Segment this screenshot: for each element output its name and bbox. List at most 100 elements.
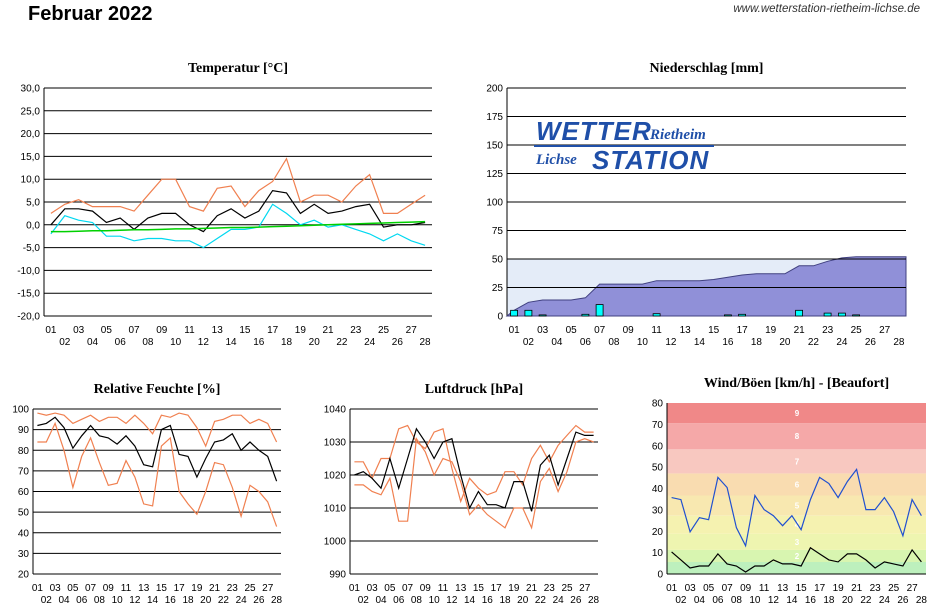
y-tick-label: 100 [486,198,503,209]
x-tick-label: 12 [768,595,780,606]
y-tick-label: 5,0 [26,198,40,209]
x-tick-label: 20 [309,337,321,348]
beaufort-label: 4 [795,521,800,530]
x-tick-label: 25 [244,583,256,594]
beaufort-band [667,561,926,574]
x-tick-label: 14 [226,337,238,348]
x-tick-label: 01 [666,583,678,594]
daily-rain-bar [581,313,590,317]
x-tick-label: 19 [508,583,520,594]
y-tick-label: -5,0 [23,243,41,254]
x-tick-label: 01 [509,325,521,336]
daily-rain-bar [538,314,547,317]
y-tick-label: 0,0 [26,220,40,231]
y-tick-label: 10 [652,548,664,559]
x-tick-label: 19 [765,325,777,336]
humidity-chart: Relative Feuchte [%]10090807060504030200… [12,382,282,606]
tavg-line [50,189,426,233]
page-title: Februar 2022 [28,3,153,25]
x-tick-label: 12 [198,337,210,348]
y-tick-label: 15,0 [21,152,41,163]
x-tick-label: 22 [535,595,547,606]
x-tick-label: 28 [420,337,432,348]
beaufort-band [667,533,926,550]
daily-rain-bar [852,314,860,317]
x-tick-label: 21 [526,583,538,594]
x-tick-label: 15 [156,583,168,594]
x-tick-label: 17 [814,583,826,594]
beaufort-label: 8 [795,432,800,441]
y-tick-label: -15,0 [17,289,40,300]
x-tick-label: 01 [349,583,361,594]
x-tick-label: 05 [67,583,79,594]
x-tick-label: 17 [174,583,186,594]
x-tick-label: 04 [375,595,387,606]
logo-text-lichse: Lichse [535,152,577,168]
beaufort-band [667,423,926,450]
x-tick-label: 07 [594,325,606,336]
x-tick-label: 28 [271,595,283,606]
x-tick-label: 03 [537,325,549,336]
x-tick-label: 20 [517,595,529,606]
x-tick-label: 03 [685,583,697,594]
logo-text-rietheim: Rietheim [649,127,706,143]
x-tick-label: 11 [184,325,195,336]
y-tick-label: 80 [652,399,664,410]
y-tick-label: 1040 [324,405,347,416]
x-tick-label: 26 [253,595,265,606]
x-tick-label: 26 [392,337,404,348]
x-tick-label: 08 [94,595,106,606]
pressure-max-line [354,424,594,504]
x-tick-label: 11 [759,583,770,594]
beaufort-label: 6 [795,481,800,490]
x-tick-label: 04 [551,337,563,348]
x-tick-label: 19 [295,325,307,336]
x-tick-label: 05 [384,583,396,594]
x-tick-label: 27 [579,583,591,594]
y-tick-label: 30,0 [21,84,41,95]
x-tick-label: 22 [218,595,230,606]
y-tick-label: 200 [486,84,503,95]
x-tick-label: 18 [182,595,194,606]
chart-title: Temperatur [°C] [188,61,288,76]
x-tick-label: 23 [544,583,556,594]
x-tick-label: 13 [777,583,789,594]
x-tick-label: 20 [842,595,854,606]
y-tick-label: 50 [492,255,504,266]
y-tick-label: 90 [18,425,30,436]
x-tick-label: 06 [580,337,592,348]
x-tick-label: 08 [142,337,154,348]
wind-chart: Wind/Böen [km/h] - [Beaufort]80706050403… [652,376,927,606]
x-tick-label: 23 [822,325,834,336]
humidity-max-line [37,412,278,448]
beaufort-band [667,403,926,424]
x-tick-label: 04 [58,595,70,606]
x-tick-label: 11 [121,583,132,594]
x-tick-label: 07 [722,583,734,594]
x-tick-label: 03 [50,583,62,594]
x-tick-label: 19 [191,583,203,594]
x-tick-label: 10 [170,337,182,348]
daily-rain-bar [838,312,846,317]
humidity-min-line [37,421,278,527]
humidity-avg-line [37,416,278,482]
x-tick-label: 14 [464,595,476,606]
y-tick-label: 30 [652,505,664,516]
x-tick-label: 26 [570,595,582,606]
x-tick-label: 13 [138,583,150,594]
x-tick-label: 24 [364,337,376,348]
y-tick-label: 20,0 [21,129,41,140]
x-tick-label: 23 [350,325,362,336]
site-url[interactable]: www.wetterstation-rietheim-lichse.de [733,3,920,15]
y-tick-label: 1020 [324,471,347,482]
x-tick-label: 09 [623,325,635,336]
x-tick-label: 18 [499,595,511,606]
x-tick-label: 04 [694,595,706,606]
x-tick-label: 14 [786,595,798,606]
x-tick-label: 17 [267,325,279,336]
x-tick-label: 01 [45,325,57,336]
x-tick-label: 20 [200,595,212,606]
x-tick-label: 02 [523,337,535,348]
x-tick-label: 21 [209,583,221,594]
